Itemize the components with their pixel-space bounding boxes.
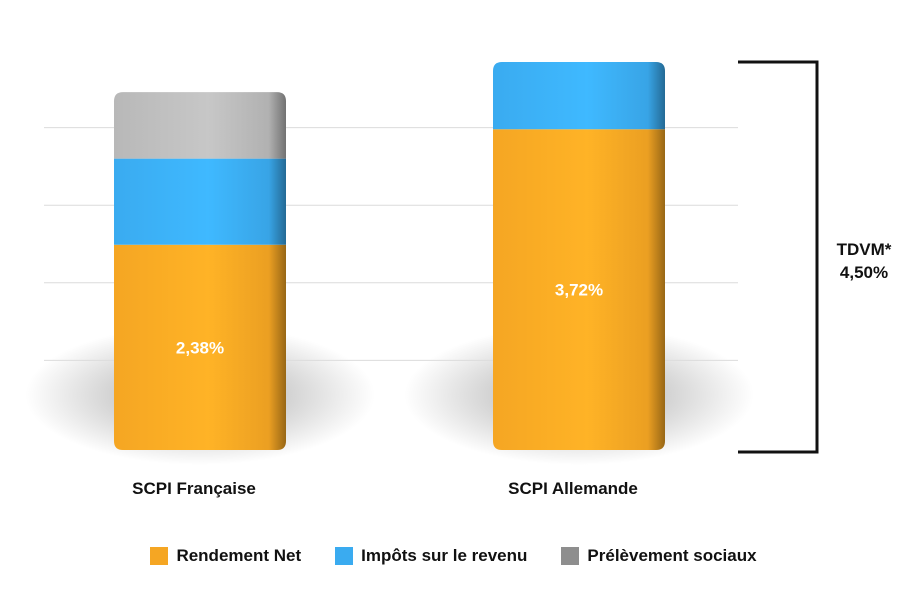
legend-label: Impôts sur le revenu bbox=[361, 546, 528, 565]
category-label-scpi-francaise: SCPI Française bbox=[132, 479, 256, 498]
legend-label: Rendement Net bbox=[176, 546, 302, 565]
bar-segment-rendement-net-scpi-francaise bbox=[114, 244, 286, 450]
bar-segment-rendement-net-scpi-allemande bbox=[493, 129, 665, 450]
chart-legend: Rendement Net Impôts sur le revenu Prélève… bbox=[0, 546, 907, 566]
data-label-scpi-allemande: 3,72% bbox=[555, 281, 603, 300]
bracket-title: TDVM* bbox=[837, 240, 892, 259]
legend-item-prelevement-sociaux: Prélèvement sociaux bbox=[561, 546, 757, 566]
legend-swatch bbox=[150, 547, 169, 565]
data-label-scpi-francaise: 2,38% bbox=[176, 338, 224, 357]
legend-item-impots-sur-le-revenu: Impôts sur le revenu bbox=[335, 546, 527, 566]
bar-segment-impots-sur-le-revenu-scpi-francaise bbox=[114, 158, 286, 245]
category-label-scpi-allemande: SCPI Allemande bbox=[508, 479, 638, 498]
bracket-value: 4,50% bbox=[840, 263, 888, 282]
stacked-bar-chart: 2,38% SCPI Française 3,72% SCPI Allemande T… bbox=[25, 60, 892, 498]
legend-item-rendement-net: Rendement Net bbox=[150, 546, 301, 566]
legend-swatch bbox=[561, 547, 580, 565]
legend-label: Prélèvement sociaux bbox=[587, 546, 757, 565]
tdvm-bracket bbox=[738, 60, 819, 454]
bar-segment-impots-sur-le-revenu-scpi-allemande bbox=[493, 62, 665, 130]
legend-swatch bbox=[335, 547, 354, 565]
bar-segment-prelevement-sociaux-scpi-francaise bbox=[114, 92, 286, 159]
